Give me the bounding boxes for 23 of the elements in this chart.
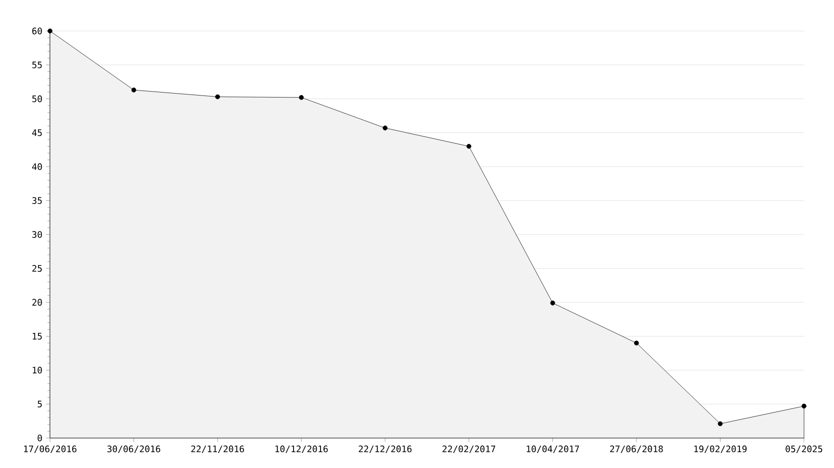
- y-tick-label: 60: [32, 28, 42, 34]
- y-tick-label: 5: [38, 400, 42, 408]
- x-tick-label: 19/02/2019: [694, 446, 747, 453]
- y-tick-label: 25: [32, 265, 42, 272]
- x-tick-label: 22/12/2016: [358, 446, 412, 453]
- y-tick-label: 45: [32, 129, 42, 136]
- y-tick-label: 30: [32, 231, 42, 238]
- y-tick-label: 0: [38, 434, 42, 442]
- x-tick-label: 10/12/2016: [275, 446, 328, 453]
- y-tick-label: 35: [32, 197, 42, 204]
- x-tick-label: 22/11/2016: [191, 446, 244, 453]
- x-tick-label: 10/04/2017: [526, 446, 579, 453]
- x-tick-label: 17/06/2016: [24, 446, 76, 453]
- x-tick-label: 27/06/2018: [610, 446, 663, 453]
- y-tick-label: 20: [32, 298, 42, 306]
- y-tick-label: 15: [32, 332, 42, 340]
- x-tick-label: 30/06/2016: [107, 446, 160, 453]
- y-tick-label: 55: [32, 62, 42, 68]
- y-tick-label: 40: [32, 163, 42, 170]
- y-tick-label: 50: [32, 95, 42, 102]
- x-tick-label: 05/2025: [786, 446, 822, 453]
- y-tick-label: 10: [32, 366, 42, 374]
- x-tick-label: 22/02/2017: [442, 446, 496, 453]
